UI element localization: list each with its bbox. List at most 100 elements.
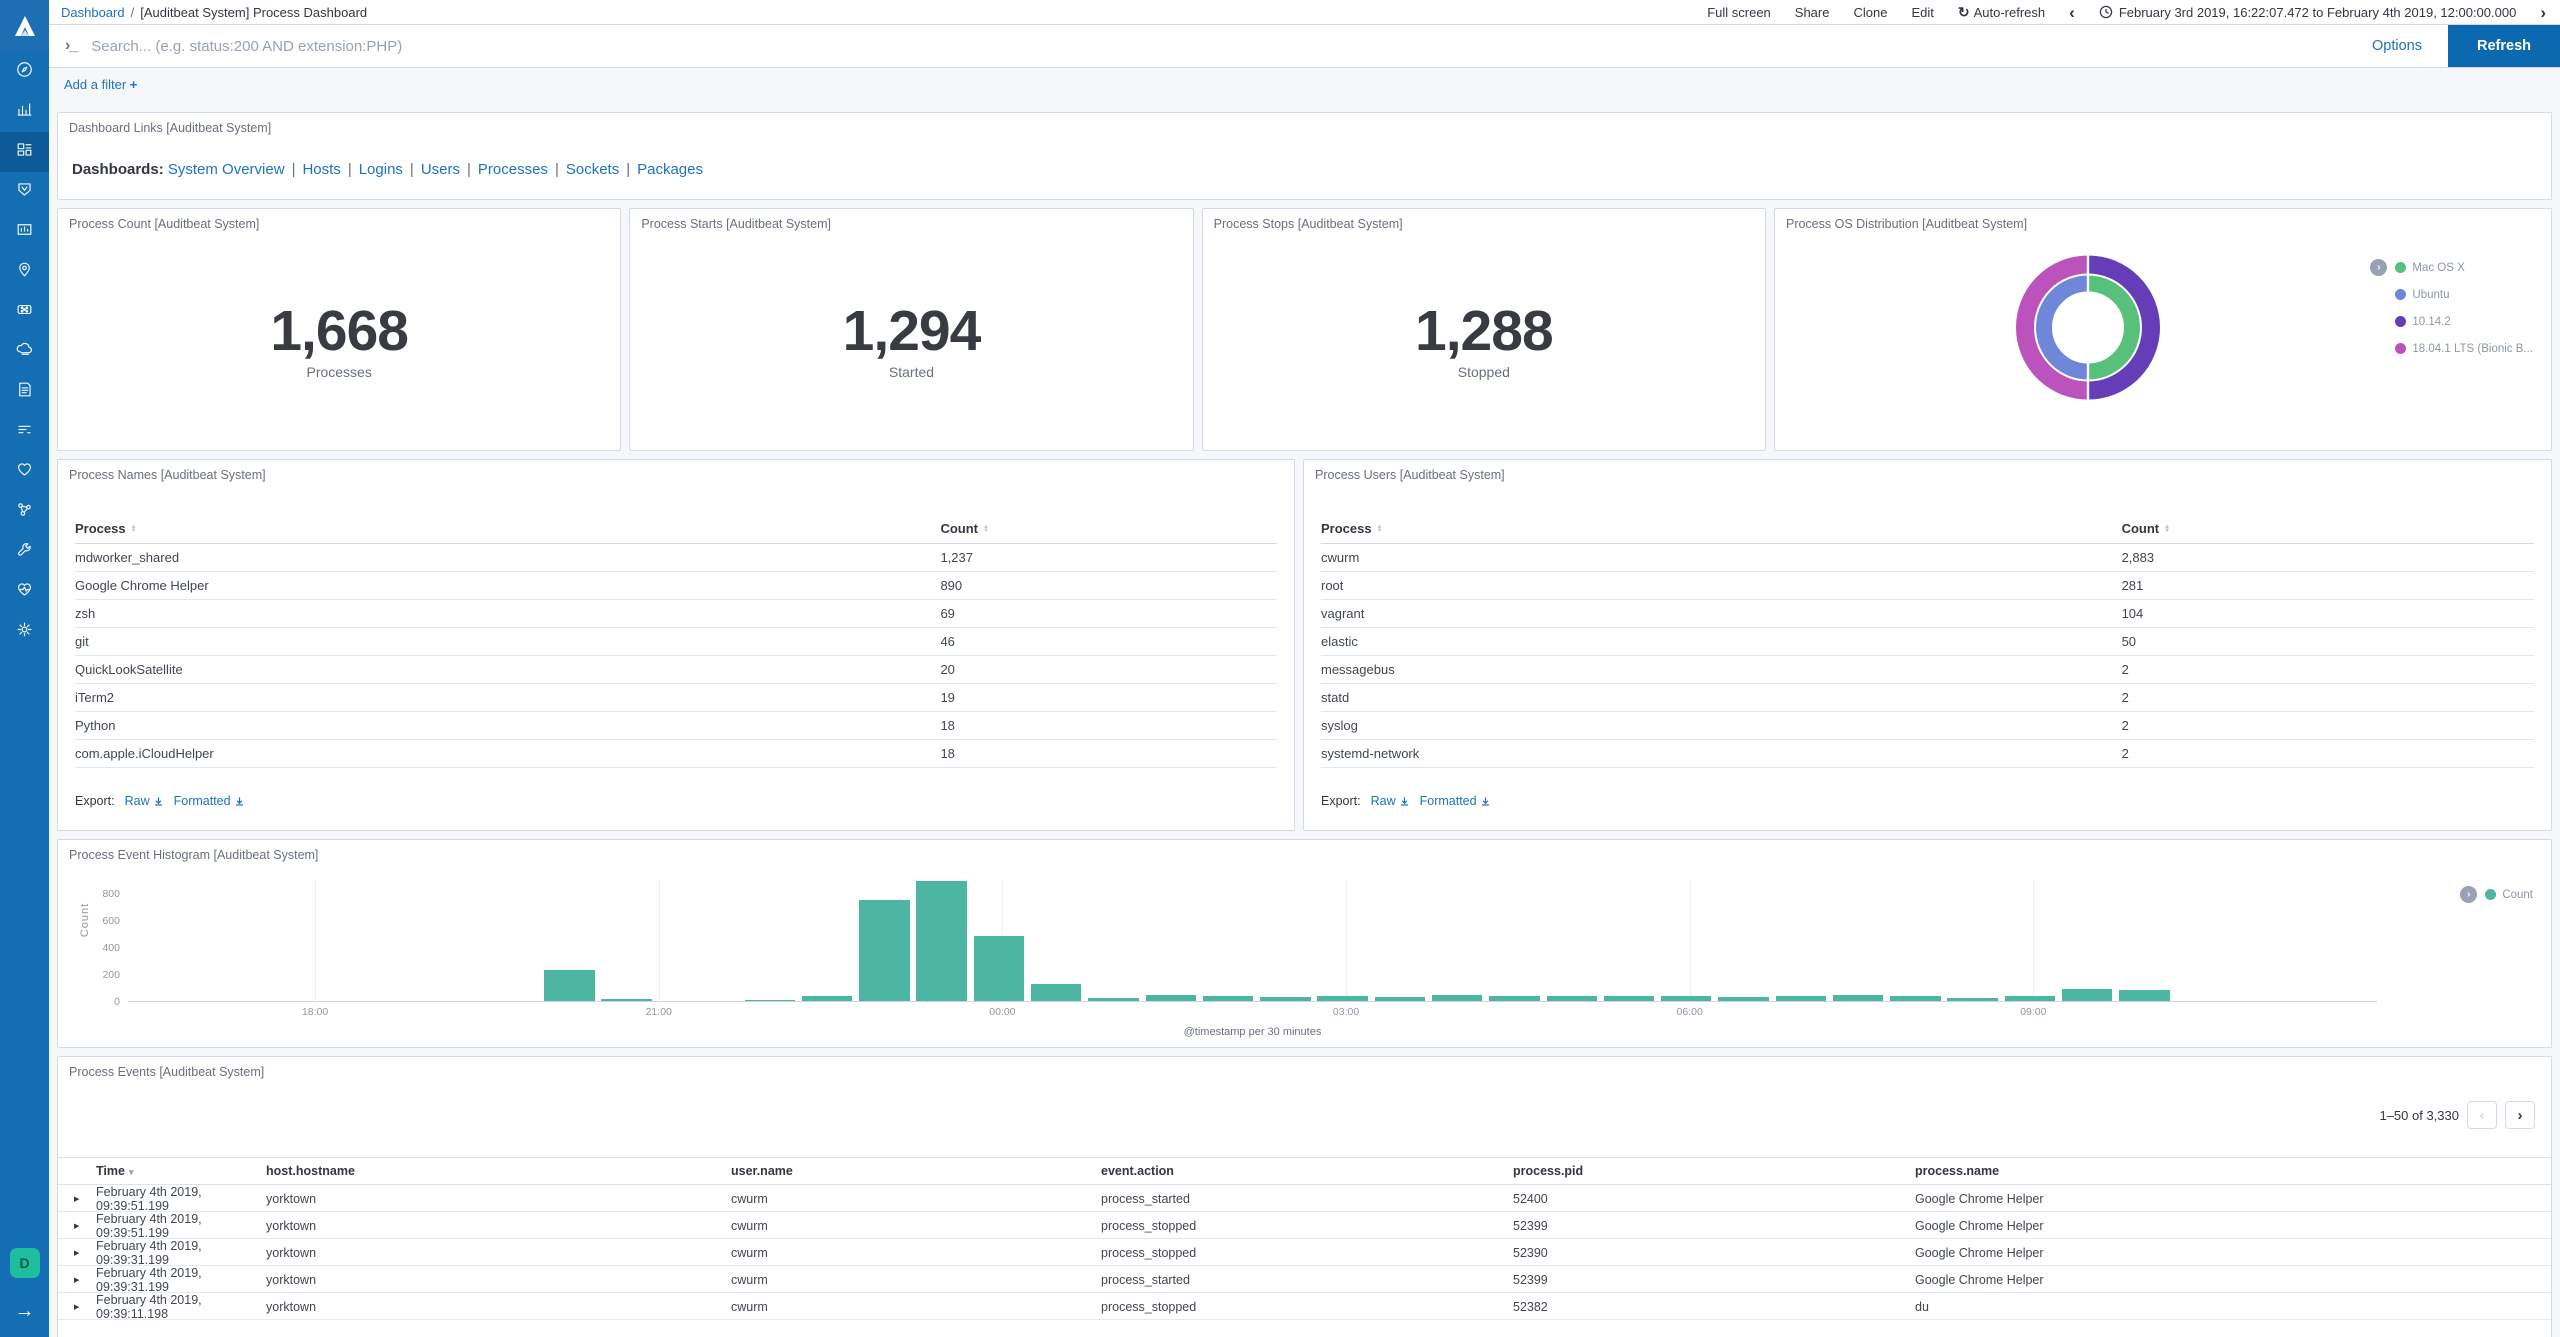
histogram-bar[interactable] <box>601 999 652 1001</box>
cell-process[interactable]: git <box>75 634 89 649</box>
sidebar-item-machine-learning[interactable] <box>0 292 49 332</box>
refresh-button[interactable]: Refresh <box>2448 25 2560 67</box>
dashboard-link-users[interactable]: Users <box>420 161 460 178</box>
time-range-picker[interactable]: February 3rd 2019, 16:22:07.472 to Febru… <box>2099 5 2516 20</box>
search-input[interactable] <box>91 37 2347 55</box>
column-header-process[interactable]: Process ▲ ▼ <box>75 521 137 536</box>
legend-item[interactable]: 18.04.1 LTS (Bionic B... <box>2395 343 2533 355</box>
dashboard-link-sockets[interactable]: Sockets <box>565 161 620 178</box>
column-header-count[interactable]: Count ▲ ▼ <box>940 521 989 536</box>
histogram-bar[interactable] <box>1317 995 1368 1001</box>
histogram-bar[interactable] <box>1145 994 1196 1001</box>
histogram-bar[interactable] <box>1374 996 1426 1001</box>
expand-row-icon[interactable]: ▶ <box>74 1223 80 1230</box>
column-header-process[interactable]: Process ▲ ▼ <box>1321 521 1383 536</box>
histogram-bar[interactable] <box>973 935 1025 1001</box>
dashboard-link-processes[interactable]: Processes <box>477 161 548 178</box>
sidebar-item-canvas[interactable] <box>0 212 49 252</box>
time-range-back-button[interactable]: ‹ <box>2069 2 2075 22</box>
sidebar-item-dashboard[interactable] <box>0 132 49 172</box>
column-header-time[interactable]: Time ▾ <box>96 1164 134 1178</box>
histogram-bar[interactable] <box>2004 996 2056 1001</box>
sidebar-item-discover[interactable] <box>0 52 49 92</box>
legend-item[interactable]: Count <box>2485 889 2533 901</box>
expand-row-icon[interactable]: ▶ <box>74 1304 80 1311</box>
sidebar-item-graph[interactable] <box>0 492 49 532</box>
event-histogram-chart[interactable]: Count 0 200 400 600 800 18:00 21:00 00:00 03:00 06… <box>72 874 2537 1038</box>
sidebar-item-visualize[interactable] <box>0 92 49 132</box>
cell-process[interactable]: mdworker_shared <box>75 550 180 565</box>
column-header-host-hostname[interactable]: host.hostname <box>266 1164 355 1178</box>
histogram-bar[interactable] <box>1260 996 1311 1001</box>
histogram-bar[interactable] <box>1718 996 1769 1001</box>
histogram-bar[interactable] <box>1431 994 1483 1001</box>
dashboard-link-hosts[interactable]: Hosts <box>302 161 341 178</box>
kibana-logo[interactable] <box>0 0 49 52</box>
sidebar-item-timelion[interactable] <box>0 172 49 212</box>
full-screen-button[interactable]: Full screen <box>1707 4 1771 20</box>
cell-process[interactable]: vagrant <box>1321 606 1365 621</box>
sidebar-expand-icon[interactable]: → <box>14 1300 35 1322</box>
expand-row-icon[interactable]: ▶ <box>74 1277 80 1284</box>
histogram-bar[interactable] <box>859 899 910 1001</box>
breadcrumb-dashboard-link[interactable]: Dashboard <box>61 4 125 20</box>
cell-process[interactable]: com.apple.iCloudHelper <box>75 746 214 761</box>
histogram-bar[interactable] <box>916 881 967 1001</box>
column-header-count[interactable]: Count ▲ ▼ <box>2121 521 2171 536</box>
sidebar-item-infrastructure[interactable] <box>0 332 49 372</box>
clone-button[interactable]: Clone <box>1853 4 1888 20</box>
cell-process[interactable]: elastic <box>1321 634 1358 649</box>
histogram-bar[interactable] <box>801 996 853 1001</box>
histogram-bar[interactable] <box>1489 996 1540 1001</box>
share-button[interactable]: Share <box>1794 4 1830 20</box>
column-header-event-action[interactable]: event.action <box>1101 1164 1174 1178</box>
histogram-bar[interactable] <box>1202 995 1254 1001</box>
sidebar-item-dev-tools[interactable] <box>0 532 49 572</box>
next-page-button[interactable]: › <box>2505 1101 2535 1129</box>
export-raw-link[interactable]: Raw <box>125 794 164 808</box>
legend-item[interactable]: 10.14.2 <box>2395 316 2451 328</box>
histogram-bar[interactable] <box>744 1000 796 1001</box>
legend-expand-icon[interactable]: › <box>2370 259 2388 276</box>
column-header-process-name[interactable]: process.name <box>1915 1164 2000 1178</box>
sidebar-item-management[interactable] <box>0 612 49 652</box>
cell-process[interactable]: systemd-network <box>1321 746 1420 761</box>
cell-process[interactable]: QuickLookSatellite <box>75 662 183 677</box>
histogram-bar[interactable] <box>2061 988 2113 1001</box>
legend-item[interactable]: Mac OS X <box>2395 262 2465 274</box>
time-range-forward-button[interactable]: › <box>2540 2 2546 22</box>
dashboard-link-packages[interactable]: Packages <box>637 161 703 178</box>
expand-row-icon[interactable]: ▶ <box>74 1250 80 1257</box>
column-header-process-pid[interactable]: process.pid <box>1513 1164 1584 1178</box>
histogram-bar[interactable] <box>2119 989 2170 1001</box>
cell-process[interactable]: zsh <box>75 606 96 621</box>
sidebar-item-logs[interactable] <box>0 372 49 412</box>
sidebar-item-maps[interactable] <box>0 252 49 292</box>
histogram-bar[interactable] <box>1775 996 1826 1001</box>
histogram-bar[interactable] <box>1890 995 1941 1001</box>
cell-process[interactable]: Python <box>75 718 116 733</box>
sidebar-item-monitoring[interactable] <box>0 572 49 612</box>
sidebar-item-apm[interactable] <box>0 412 49 452</box>
histogram-bar[interactable] <box>1947 997 1998 1001</box>
histogram-bar[interactable] <box>544 970 595 1001</box>
histogram-bar[interactable] <box>1603 996 1655 1001</box>
export-formatted-link[interactable]: Formatted <box>174 794 245 808</box>
export-raw-link[interactable]: Raw <box>1371 794 1410 808</box>
cell-process[interactable]: syslog <box>1321 718 1358 733</box>
legend-expand-icon[interactable]: › <box>2460 886 2478 903</box>
sidebar-item-uptime[interactable] <box>0 452 49 492</box>
expand-row-icon[interactable]: ▶ <box>74 1196 80 1203</box>
cell-process[interactable]: cwurm <box>1321 550 1360 565</box>
dashboard-link-system-overview[interactable]: System Overview <box>167 161 285 178</box>
cell-process[interactable]: Google Chrome Helper <box>75 578 209 593</box>
edit-button[interactable]: Edit <box>1911 4 1934 20</box>
export-formatted-link[interactable]: Formatted <box>1420 794 1491 808</box>
space-avatar[interactable]: D <box>9 1248 40 1278</box>
previous-page-button[interactable]: ‹ <box>2467 1101 2497 1129</box>
query-options-button[interactable]: Options <box>2372 38 2422 54</box>
cell-process[interactable]: root <box>1321 578 1344 593</box>
cell-process[interactable]: iTerm2 <box>75 690 115 705</box>
histogram-bar[interactable] <box>1661 995 1712 1001</box>
auto-refresh-button[interactable]: ↻ Auto-refresh <box>1957 3 2046 20</box>
